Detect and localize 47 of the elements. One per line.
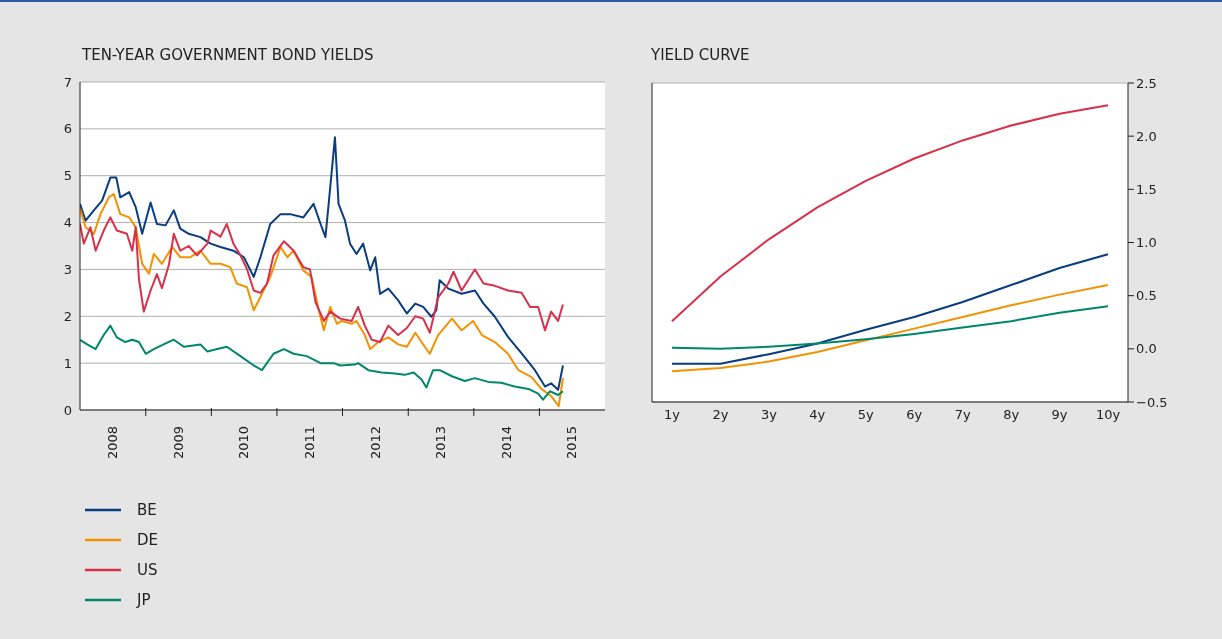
x-tick-label: 2010 bbox=[236, 426, 252, 460]
x-tick-label: 2012 bbox=[367, 426, 383, 460]
line-series bbox=[80, 136, 564, 391]
x-tick-label: 1y bbox=[664, 407, 681, 423]
line-series bbox=[671, 305, 1109, 350]
y-tick-label: 0 bbox=[63, 402, 72, 418]
y-tick-label: 7 bbox=[63, 74, 72, 90]
chart-title: TEN-YEAR GOVERNMENT BOND YIELDS bbox=[82, 46, 374, 64]
y-tick-label: 2 bbox=[63, 308, 72, 324]
x-tick-label: 4y bbox=[809, 407, 826, 423]
y-tick-label: 0.5 bbox=[1136, 288, 1157, 304]
y-tick-label: 6 bbox=[63, 121, 72, 137]
y-tick-label: 5 bbox=[63, 168, 72, 184]
x-tick-label: 2009 bbox=[170, 426, 186, 460]
y-tick-label: 0.0 bbox=[1136, 341, 1157, 357]
line-series bbox=[671, 253, 1109, 365]
x-tick-label: 2y bbox=[712, 407, 729, 423]
line-series bbox=[671, 104, 1109, 323]
y-tick-label: −0.5 bbox=[1136, 394, 1168, 410]
line-series bbox=[671, 284, 1109, 373]
x-tick-label: 2014 bbox=[498, 426, 514, 460]
line-series bbox=[80, 324, 564, 401]
legend-label: BE bbox=[137, 501, 157, 519]
y-tick-label: 1.0 bbox=[1136, 235, 1157, 251]
x-tick-label: 10y bbox=[1095, 407, 1121, 423]
x-tick-label: 3y bbox=[760, 407, 778, 423]
x-tick-label: 2013 bbox=[433, 426, 449, 460]
x-tick-label: 6y bbox=[906, 407, 923, 423]
x-tick-label: 2008 bbox=[105, 426, 121, 460]
y-tick-label: 1.5 bbox=[1136, 181, 1157, 197]
line-series bbox=[80, 216, 564, 344]
line-series bbox=[80, 192, 564, 408]
chart-title: YIELD CURVE bbox=[651, 46, 750, 64]
x-tick-label: 8y bbox=[1003, 407, 1020, 423]
legend-label: DE bbox=[137, 531, 159, 549]
x-tick-label: 2011 bbox=[301, 426, 317, 460]
y-tick-label: 2.0 bbox=[1136, 128, 1157, 144]
y-tick-label: 1 bbox=[63, 355, 72, 371]
legend-label: US bbox=[137, 561, 158, 579]
x-tick-label: 5y bbox=[857, 407, 875, 423]
x-tick-label: 9y bbox=[1051, 407, 1068, 423]
x-tick-label: 2015 bbox=[564, 426, 580, 460]
y-tick-label: 3 bbox=[63, 262, 72, 278]
legend-label: JP bbox=[137, 591, 151, 609]
x-tick-label: 7y bbox=[954, 407, 971, 423]
y-tick-label: 2.5 bbox=[1136, 75, 1157, 91]
y-tick-label: 4 bbox=[63, 215, 72, 231]
